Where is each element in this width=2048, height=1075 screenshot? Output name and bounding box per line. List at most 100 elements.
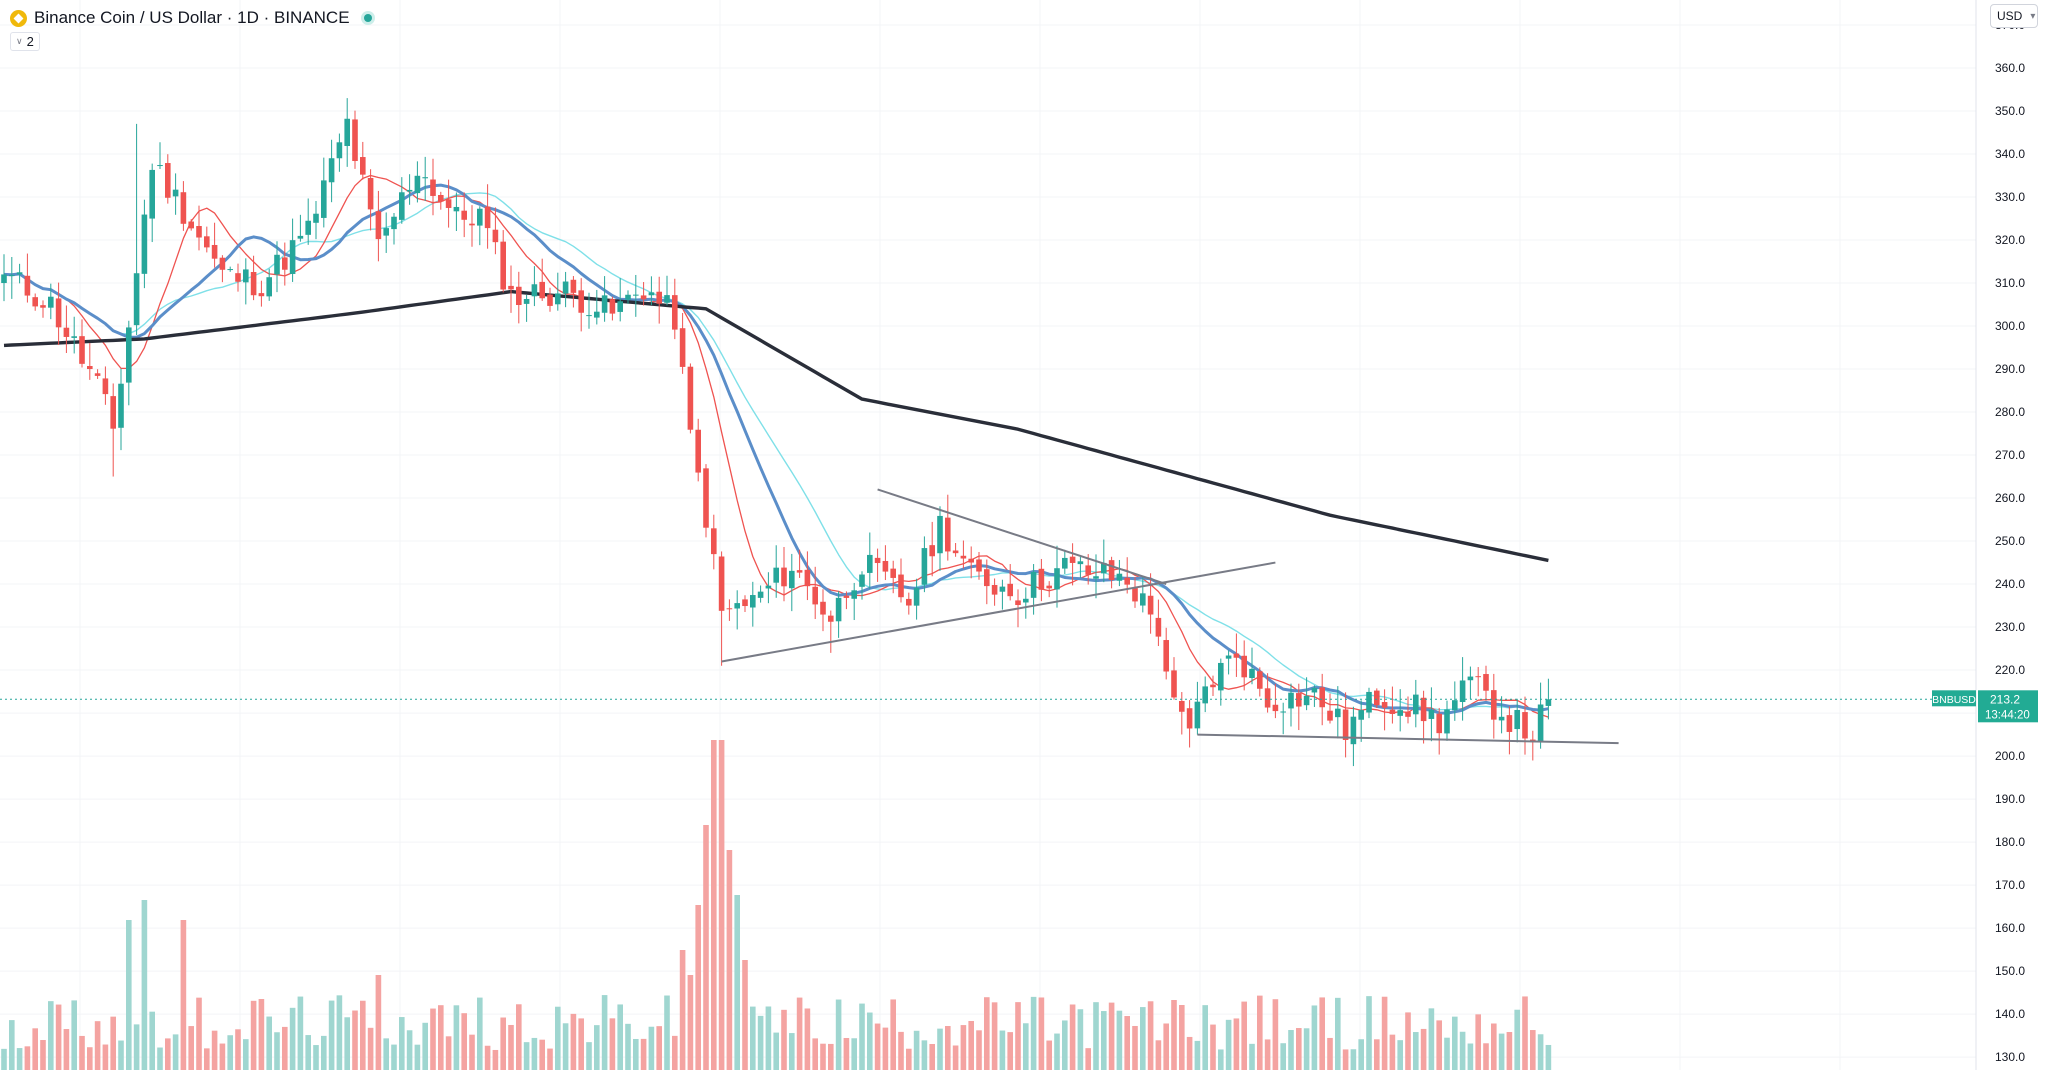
candle xyxy=(1249,647,1255,685)
candle-body xyxy=(289,240,296,274)
indicators-toggle[interactable]: ∨ 2 xyxy=(10,32,40,51)
candle xyxy=(211,222,218,268)
candle xyxy=(804,551,811,601)
candle-body xyxy=(110,396,116,429)
candle-body xyxy=(383,228,389,236)
volume-bar xyxy=(188,1026,194,1070)
volume-bar xyxy=(929,1043,935,1070)
candle xyxy=(586,292,592,329)
volume-bar xyxy=(118,1040,124,1070)
candle xyxy=(94,369,101,379)
volume-bar xyxy=(555,1006,561,1070)
candle xyxy=(1186,700,1193,748)
candle-body xyxy=(250,272,257,296)
volume-bar xyxy=(796,997,803,1070)
candle-body xyxy=(180,192,187,224)
volume-bar xyxy=(523,1042,530,1070)
volume-bar xyxy=(867,1012,873,1070)
candle xyxy=(367,169,374,231)
candle-body xyxy=(453,206,460,212)
volume-bar xyxy=(1498,1033,1505,1070)
candle-body xyxy=(1030,571,1037,598)
candle xyxy=(945,494,951,561)
candle-body xyxy=(937,515,943,554)
candle-body xyxy=(874,557,881,564)
candle xyxy=(40,300,46,318)
candle xyxy=(484,184,491,249)
symbol-title: Binance Coin / US Dollar · 1D · BINANCE xyxy=(34,8,350,27)
candle xyxy=(1420,690,1427,744)
candle-body xyxy=(679,328,686,367)
candle xyxy=(1116,559,1123,587)
candle-body xyxy=(1381,702,1388,708)
candle-body xyxy=(1436,713,1442,734)
candle-body xyxy=(313,213,319,223)
volume-bar xyxy=(1459,1031,1466,1070)
candle xyxy=(516,271,522,324)
candle xyxy=(227,266,233,272)
volume-bar xyxy=(1132,1025,1138,1070)
candle xyxy=(968,546,974,579)
volume-bar xyxy=(289,1007,296,1070)
candle xyxy=(750,581,756,627)
candle xyxy=(1413,679,1419,728)
volume-bar xyxy=(196,997,202,1070)
candle-body xyxy=(562,281,569,294)
volume-bar xyxy=(1311,1005,1318,1070)
candle xyxy=(79,319,85,368)
volume-bar xyxy=(305,1035,311,1070)
volume-bar xyxy=(133,1024,140,1070)
currency-selector[interactable]: USD ▾ xyxy=(1990,4,2038,28)
volume-bar xyxy=(1023,1023,1029,1070)
price-tick-label: 180.0 xyxy=(1995,835,2025,849)
candle xyxy=(835,591,842,638)
volume-bar xyxy=(422,1022,428,1070)
volume-bar xyxy=(445,1036,452,1070)
candle xyxy=(742,595,748,613)
candle xyxy=(921,536,928,593)
candle-body xyxy=(477,208,483,226)
candle xyxy=(321,157,327,228)
candle-body xyxy=(1069,556,1076,563)
trendline xyxy=(877,488,1167,586)
volume-bar xyxy=(383,1038,389,1070)
volume-bar xyxy=(1467,1043,1474,1070)
candle xyxy=(305,198,311,245)
candle xyxy=(1124,557,1130,594)
volume-bar xyxy=(1444,1037,1450,1070)
candle-body xyxy=(1303,695,1310,706)
candle-body xyxy=(1163,640,1169,672)
volume-bar xyxy=(406,1030,413,1070)
candle xyxy=(937,506,943,571)
candle xyxy=(1147,573,1154,634)
candle-body xyxy=(1288,692,1294,709)
volume-bar xyxy=(55,1004,62,1070)
candle-body xyxy=(1420,697,1427,722)
candle xyxy=(453,192,460,231)
candle-body xyxy=(461,210,467,220)
candle xyxy=(1210,675,1216,696)
volume-bar xyxy=(40,1040,46,1070)
volume-bar xyxy=(913,1030,920,1070)
volume-bar xyxy=(344,1017,350,1070)
candle-body xyxy=(1366,691,1372,713)
volume-bar xyxy=(469,1034,475,1070)
volume-bar xyxy=(94,1021,101,1070)
candle xyxy=(851,582,857,621)
candle xyxy=(609,296,616,321)
candle xyxy=(1358,700,1364,742)
volume-bar xyxy=(906,1048,912,1070)
candle xyxy=(547,287,553,312)
symbol-header[interactable]: Binance Coin / US Dollar · 1D · BINANCE xyxy=(10,8,372,28)
candle-body xyxy=(890,568,896,578)
volume-bar xyxy=(1171,1000,1177,1070)
candle xyxy=(1218,658,1224,706)
candle xyxy=(188,219,194,231)
volume-bar xyxy=(1272,999,1279,1070)
volume-bar xyxy=(16,1048,23,1070)
candle-body xyxy=(469,223,475,226)
volume-bar xyxy=(102,1044,109,1070)
candle-body xyxy=(133,273,140,326)
